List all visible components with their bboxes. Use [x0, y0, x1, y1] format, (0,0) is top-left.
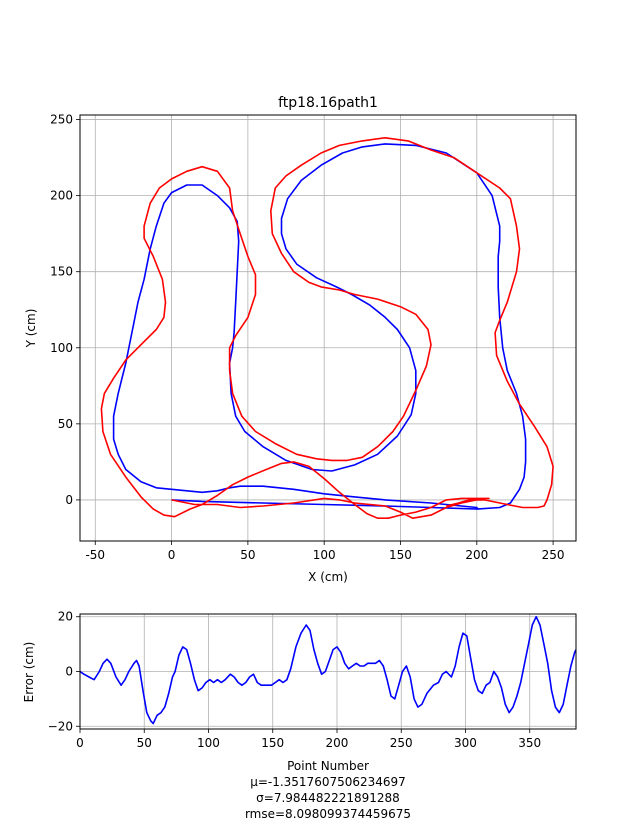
trajectory-series-line-2 — [100, 137, 554, 520]
error-ytick-label: 0 — [65, 665, 73, 679]
trajectory-xlabel: X (cm) — [308, 570, 348, 584]
error-xtick-label: 300 — [454, 736, 477, 750]
error-ytick-label: −20 — [48, 719, 73, 733]
error-series — [80, 615, 576, 725]
trajectory-plot-title: ftp18.16path1 — [278, 95, 378, 111]
trajectory-xtick-label: 200 — [465, 548, 488, 562]
trajectory-ytick-label: 200 — [50, 189, 73, 203]
error-ytick-label: 20 — [58, 610, 73, 624]
trajectory-plot: ftp18.16path1 -50 0 50 100 150 200 250 0 50 100 15… — [24, 95, 577, 584]
error-xtick-label: 0 — [76, 736, 84, 750]
error-plot-frame — [79, 613, 577, 730]
error-series-line-1 — [80, 615, 576, 725]
trajectory-ytick-label: 250 — [50, 113, 73, 127]
error-xlabel: Point Number — [287, 759, 369, 773]
trajectory-xtick-label: 50 — [240, 548, 255, 562]
error-xtick-label: 250 — [390, 736, 413, 750]
trajectory-xtick-label: 250 — [542, 548, 565, 562]
trajectory-ylabel: Y (cm) — [24, 309, 38, 349]
trajectory-ytick-label: 0 — [65, 493, 73, 507]
error-xtick-label: 200 — [326, 736, 349, 750]
error-xtick-label: 150 — [261, 736, 284, 750]
trajectory-series-line-1 — [112, 143, 527, 510]
error-stat-rmse: rmse=8.098099374459675 — [245, 807, 411, 819]
error-ylabel: Error (cm) — [22, 642, 36, 703]
error-xtick-label: 350 — [518, 736, 541, 750]
error-stat-std: σ=7.984482221891288 — [256, 791, 400, 805]
error-xtick-label: 100 — [197, 736, 220, 750]
trajectory-plot-frame — [79, 114, 577, 542]
trajectory-ticks: -50 0 50 100 150 200 250 0 50 100 150 200 250 — [50, 113, 564, 562]
trajectory-xtick-label: 100 — [313, 548, 336, 562]
trajectory-ytick-label: 150 — [50, 265, 73, 279]
trajectory-xtick-label: 0 — [168, 548, 176, 562]
error-xtick-label: 50 — [137, 736, 152, 750]
error-stat-mean: μ=-1.3517607506234697 — [250, 775, 406, 789]
trajectory-xtick-label: -50 — [85, 548, 105, 562]
trajectory-xtick-label: 150 — [389, 548, 412, 562]
trajectory-ytick-label: 50 — [58, 417, 73, 431]
trajectory-series — [100, 137, 554, 520]
trajectory-ytick-label: 100 — [50, 341, 73, 355]
